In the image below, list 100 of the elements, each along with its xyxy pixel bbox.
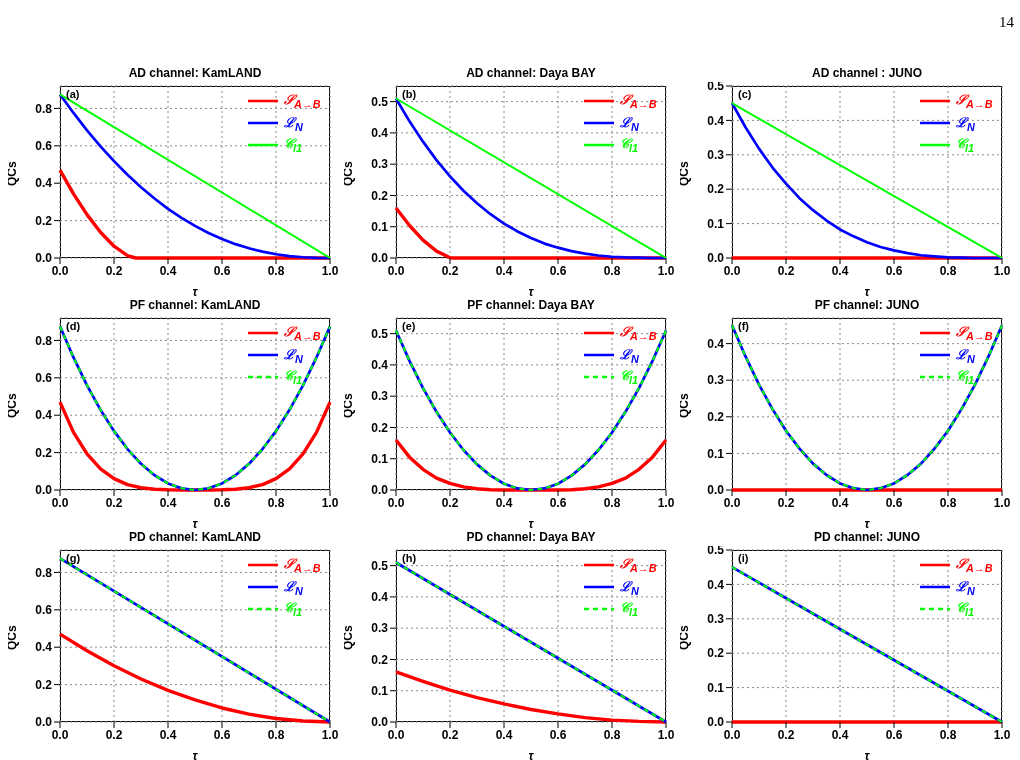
x-tick-label: 0.2 bbox=[777, 495, 795, 510]
annotation: (b) bbox=[402, 88, 417, 100]
y-tick-label: 0.0 bbox=[35, 483, 53, 498]
chart-title: PF channel: Daya BAY bbox=[466, 298, 596, 314]
y-tick-label: 0.2 bbox=[35, 677, 53, 692]
legend-label: 𝒞$_{l1}$ bbox=[284, 368, 304, 386]
y-tick-label: 0.0 bbox=[371, 715, 389, 730]
x-tick-label: 0.4 bbox=[159, 727, 177, 742]
x-tick-label: 0.4 bbox=[831, 727, 849, 742]
y-tick-label: 0.6 bbox=[35, 371, 53, 386]
legend-label: ℒ$_{N}$ bbox=[956, 346, 976, 365]
legend-label: 𝒮$_{A→B}$ bbox=[284, 92, 322, 110]
annotation: (h) bbox=[402, 552, 417, 564]
x-axis-title: τ bbox=[528, 517, 535, 531]
legend-label: 𝒮$_{A→B}$ bbox=[956, 92, 994, 110]
legend-label: 𝒞$_{l1}$ bbox=[620, 136, 640, 154]
x-tick-label: 0.0 bbox=[723, 495, 741, 510]
x-tick-label: 0.6 bbox=[549, 727, 567, 742]
x-axis-title: τ bbox=[192, 517, 199, 531]
y-axis-title: QCs bbox=[341, 625, 356, 650]
x-tick-label: 0.2 bbox=[777, 727, 795, 742]
x-tick-label: 0.2 bbox=[105, 727, 123, 742]
y-tick-label: 0.5 bbox=[707, 79, 725, 94]
y-axis-title: QCs bbox=[341, 161, 356, 186]
x-tick-label: 0.6 bbox=[213, 263, 231, 278]
x-tick-label: 0.8 bbox=[939, 263, 957, 278]
y-tick-label: 0.8 bbox=[35, 101, 53, 116]
y-tick-label: 0.4 bbox=[707, 336, 725, 351]
legend-label: 𝒮$_{A→B}$ bbox=[956, 324, 994, 342]
x-tick-label: 0.8 bbox=[939, 495, 957, 510]
x-axis-title: τ bbox=[864, 749, 871, 760]
x-tick-label: 0.2 bbox=[441, 727, 459, 742]
x-tick-label: 0.8 bbox=[267, 495, 285, 510]
y-tick-label: 0.1 bbox=[707, 680, 725, 695]
y-tick-label: 0.2 bbox=[707, 410, 725, 425]
legend-label: ℒ$_{N}$ bbox=[620, 578, 640, 597]
y-tick-label: 0.0 bbox=[371, 251, 389, 266]
text: 14 bbox=[999, 14, 1014, 31]
x-tick-label: 0.6 bbox=[885, 263, 903, 278]
legend-label: ℒ$_{N}$ bbox=[620, 346, 640, 365]
x-tick-label: 0.2 bbox=[441, 263, 459, 278]
y-tick-label: 0.3 bbox=[371, 157, 389, 172]
chart-title: PD channel: KamLAND bbox=[128, 530, 262, 546]
y-tick-label: 0.5 bbox=[707, 543, 725, 558]
y-axis-title: QCs bbox=[677, 625, 692, 650]
chart-title: AD channel: Daya BAY bbox=[465, 66, 597, 82]
y-tick-label: 0.1 bbox=[371, 451, 389, 466]
x-axis-title: τ bbox=[864, 285, 871, 299]
x-tick-label: 1.0 bbox=[657, 495, 675, 510]
y-tick-label: 0.0 bbox=[707, 251, 725, 266]
x-tick-label: 0.0 bbox=[387, 495, 405, 510]
y-tick-label: 0.6 bbox=[35, 603, 53, 618]
x-tick-label: 0.6 bbox=[213, 495, 231, 510]
legend-label: 𝒞$_{l1}$ bbox=[956, 136, 976, 154]
legend-label: 𝒞$_{l1}$ bbox=[284, 600, 304, 618]
x-tick-label: 0.2 bbox=[105, 495, 123, 510]
x-tick-label: 1.0 bbox=[321, 727, 339, 742]
y-tick-label: 0.4 bbox=[371, 590, 389, 605]
x-tick-label: 0.4 bbox=[495, 495, 513, 510]
annotation: (i) bbox=[738, 552, 749, 564]
x-tick-label: 0.4 bbox=[159, 263, 177, 278]
y-tick-label: 0.8 bbox=[35, 333, 53, 348]
x-tick-label: 1.0 bbox=[993, 263, 1011, 278]
chart-title: PD channel: JUNO bbox=[813, 530, 921, 544]
legend-label: 𝒮$_{A→B}$ bbox=[284, 556, 322, 574]
x-tick-label: 0.6 bbox=[549, 495, 567, 510]
x-tick-label: 0.8 bbox=[603, 727, 621, 742]
x-tick-label: 0.8 bbox=[267, 263, 285, 278]
y-tick-label: 0.0 bbox=[707, 715, 725, 730]
legend-label: ℒ$_{N}$ bbox=[284, 578, 304, 597]
legend-label: 𝒮$_{A→B}$ bbox=[956, 556, 994, 574]
legend-label: ℒ$_{N}$ bbox=[956, 114, 976, 133]
y-tick-label: 0.5 bbox=[371, 94, 389, 109]
y-tick-label: 0.0 bbox=[35, 251, 53, 266]
annotation: (c) bbox=[738, 88, 752, 100]
annotation: (a) bbox=[66, 88, 80, 100]
legend-label: 𝒞$_{l1}$ bbox=[284, 136, 304, 154]
chart-title: AD channel: KamLAND bbox=[127, 66, 263, 82]
y-tick-label: 0.3 bbox=[707, 373, 725, 388]
y-tick-label: 0.4 bbox=[35, 408, 53, 423]
y-tick-label: 0.2 bbox=[371, 188, 389, 203]
y-axis-title: QCs bbox=[677, 393, 692, 418]
x-tick-label: 1.0 bbox=[321, 263, 339, 278]
chart-title: PF channel: JUNO bbox=[813, 298, 921, 314]
y-tick-label: 0.5 bbox=[371, 558, 389, 573]
legend-label: 𝒞$_{l1}$ bbox=[620, 368, 640, 386]
x-tick-label: 1.0 bbox=[321, 495, 339, 510]
y-tick-label: 0.0 bbox=[35, 715, 53, 730]
y-axis-title: QCs bbox=[341, 393, 356, 418]
legend-label: 𝒮$_{A→B}$ bbox=[284, 324, 322, 342]
y-tick-label: 0.4 bbox=[707, 577, 725, 592]
y-tick-label: 0.2 bbox=[707, 646, 725, 661]
x-tick-label: 0.4 bbox=[831, 263, 849, 278]
x-tick-label: 0.6 bbox=[885, 495, 903, 510]
legend-label: 𝒮$_{A→B}$ bbox=[620, 92, 658, 110]
y-tick-label: 0.5 bbox=[371, 326, 389, 341]
chart-title: PF channel: KamLAND bbox=[128, 298, 262, 314]
legend-label: ℒ$_{N}$ bbox=[956, 578, 976, 597]
x-axis-title: τ bbox=[528, 285, 535, 299]
chart-title: AD channel : JUNO bbox=[811, 66, 922, 80]
